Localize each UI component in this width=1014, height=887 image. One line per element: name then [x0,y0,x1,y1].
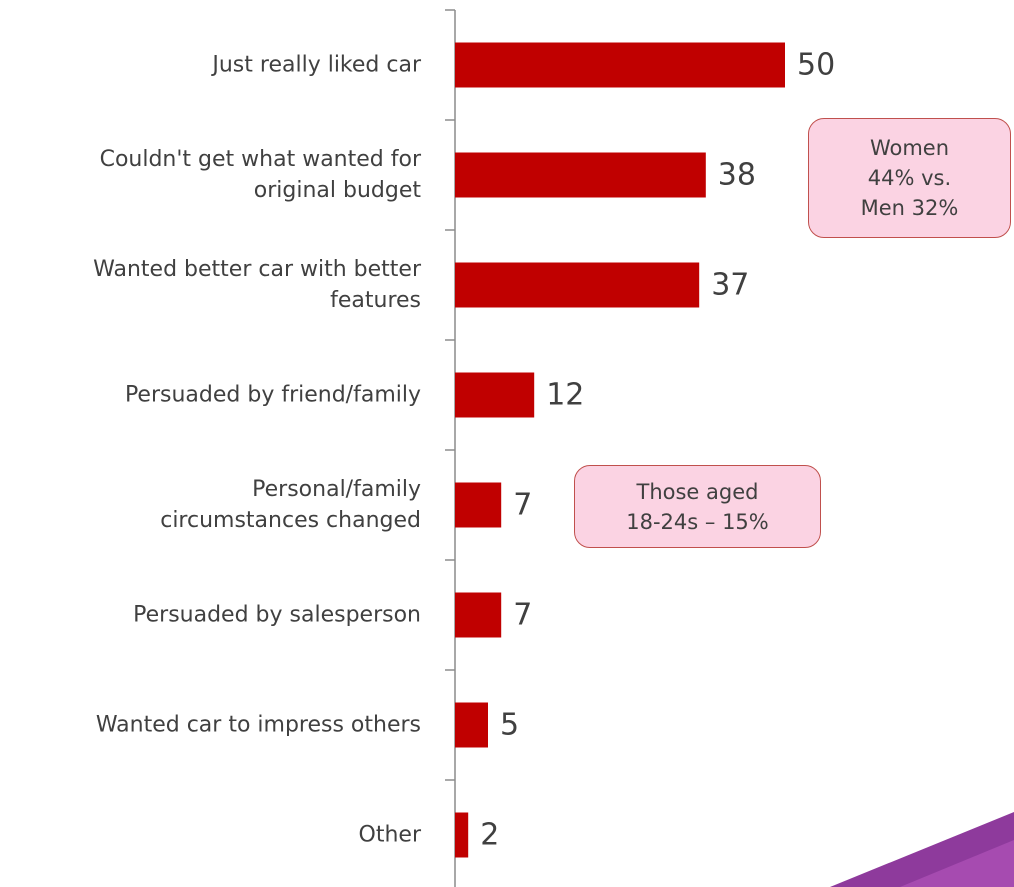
data-label: 7 [513,597,533,633]
data-label: 7 [513,487,533,523]
y-tick-label: Persuaded by friend/family [124,382,421,408]
y-tick-label: Just really liked car [212,52,421,78]
bar [455,152,706,198]
y-tick-label: Persuaded by salesperson [133,602,421,628]
y-tick-label: Wanted car to impress others [95,712,421,738]
annotation: Those aged 18-24s – 15% [574,465,821,548]
y-tick-label: Wanted better car with better features [93,257,421,313]
data-label: 2 [480,817,500,853]
bar [455,262,700,308]
bar [455,702,488,748]
data-label: 5 [500,707,520,743]
bar [455,592,502,638]
y-tick-label: Personal/family circumstances changed [160,477,421,533]
data-label: 12 [546,377,585,413]
annotation: Women 44% vs. Men 32% [808,118,1011,238]
y-tick-label: Other [358,822,421,848]
y-tick-label: Couldn't get what wanted for original bu… [99,147,421,203]
bar [455,42,785,88]
bar [455,812,469,858]
data-label: 38 [717,157,756,193]
bar [455,482,502,528]
decor-swoosh [900,840,1014,887]
data-label: 37 [711,267,750,303]
bar [455,372,535,418]
data-label: 50 [797,47,836,83]
